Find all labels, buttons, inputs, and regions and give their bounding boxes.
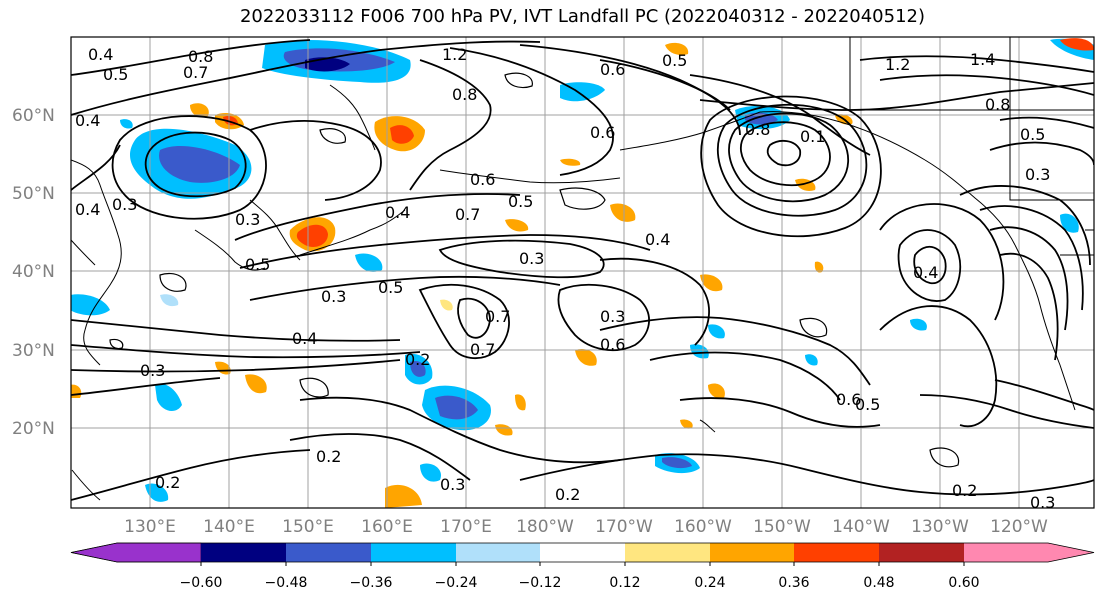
colorbar-segment xyxy=(710,543,794,562)
colorbar-segment xyxy=(794,543,879,562)
pv-contours xyxy=(71,39,1094,501)
contour-label: 0.3 xyxy=(1025,165,1050,184)
contour-label: 0.2 xyxy=(952,481,977,500)
contour-label: 0.8 xyxy=(188,47,213,66)
contour-label: 0.3 xyxy=(519,249,544,268)
contour-label: 0.5 xyxy=(103,65,128,84)
contour-label: 0.4 xyxy=(385,203,410,222)
contour-label: 0.5 xyxy=(378,278,403,297)
lat-label-40n: 40°N xyxy=(12,262,55,282)
contour-label: 0.1 xyxy=(800,127,825,146)
colorbar-tick-label: −0.36 xyxy=(350,575,393,591)
contour-label: 0.6 xyxy=(600,335,625,354)
latitude-labels: 60°N 50°N 40°N 30°N 20°N xyxy=(12,106,55,439)
colorbar-segment xyxy=(964,543,1094,562)
colorbar-tick-labels: −0.60 −0.48 −0.36 −0.24 −0.12 0.12 0.24 … xyxy=(180,575,980,591)
lon-label-170w: 170°W xyxy=(595,517,653,537)
contour-label: 0.7 xyxy=(455,205,480,224)
contour-label: 0.4 xyxy=(913,263,938,282)
colorbar-tick-label: −0.48 xyxy=(265,575,308,591)
colorbar-segment xyxy=(371,543,456,562)
lon-label-180w: 180°W xyxy=(516,517,574,537)
contour-label: 0.6 xyxy=(590,123,615,142)
contour-label: 0.5 xyxy=(855,395,880,414)
map-panel xyxy=(71,37,1094,508)
contour-label: 0.4 xyxy=(88,45,113,64)
contour-labels: 0.4 0.5 0.8 0.7 1.2 0.8 0.6 0.5 0.4 0.3 … xyxy=(75,45,1055,512)
contour-label: 1.2 xyxy=(442,45,467,64)
contour-label: 0.8 xyxy=(452,85,477,104)
contour-label: 0.2 xyxy=(555,485,580,504)
lon-label-140w: 140°W xyxy=(832,517,890,537)
contour-label: 0.6 xyxy=(470,170,495,189)
lat-label-50n: 50°N xyxy=(12,184,55,204)
colorbar-tick-label: −0.12 xyxy=(519,575,562,591)
contour-label: 0.7 xyxy=(183,63,208,82)
contour-label: 0.3 xyxy=(440,475,465,494)
lon-label-130e: 130°E xyxy=(124,517,176,537)
map-frame xyxy=(70,36,1095,509)
gridlines xyxy=(71,37,1094,508)
colorbar-segment xyxy=(879,543,964,562)
lat-label-20n: 20°N xyxy=(12,419,55,439)
contour-label: 0.3 xyxy=(321,287,346,306)
contour-label: 1.2 xyxy=(885,55,910,74)
contour-label: 0.5 xyxy=(508,192,533,211)
contour-label: 0.3 xyxy=(140,361,165,380)
contour-label: 0.4 xyxy=(75,111,100,130)
contour-label: 0.6 xyxy=(836,390,861,409)
contour-label: 0.2 xyxy=(405,350,430,369)
contour-label: 0.3 xyxy=(600,307,625,326)
colorbar-segment xyxy=(70,542,202,563)
colorbar-tick-label: 0.24 xyxy=(694,575,725,591)
colorbar-outline xyxy=(70,542,1095,563)
colorbar-tick-label: 0.12 xyxy=(609,575,640,591)
contour-label: 0.3 xyxy=(235,210,260,229)
lon-label-130w: 130°W xyxy=(911,517,969,537)
colorbar xyxy=(70,542,1095,566)
lon-label-160w: 160°W xyxy=(674,517,732,537)
contour-label: 0.3 xyxy=(1030,493,1055,512)
lon-label-150w: 150°W xyxy=(753,517,811,537)
contour-label: 0.7 xyxy=(470,340,495,359)
contour-label: 0.8 xyxy=(985,95,1010,114)
lon-label-160e: 160°E xyxy=(361,517,413,537)
contour-label: 0.4 xyxy=(645,230,670,249)
colorbar-tick-label: 0.48 xyxy=(863,575,894,591)
colorbar-segment xyxy=(286,543,371,562)
contour-label: 0.6 xyxy=(600,60,625,79)
colorbar-segment xyxy=(201,543,286,562)
contour-label: 0.5 xyxy=(662,51,687,70)
contour-label: 0.8 xyxy=(745,120,770,139)
contour-label: 0.3 xyxy=(112,195,137,214)
lon-label-170e: 170°E xyxy=(440,517,492,537)
colorbar-tick-label: −0.60 xyxy=(180,575,223,591)
contour-label: 1.4 xyxy=(970,50,995,69)
lon-label-150e: 150°E xyxy=(282,517,334,537)
colorbar-segment xyxy=(625,543,710,562)
lat-label-30n: 30°N xyxy=(12,341,55,361)
contour-label: 0.4 xyxy=(75,200,100,219)
colorbar-segment xyxy=(540,543,625,562)
longitude-labels: 130°E 140°E 150°E 160°E 170°E 180°W 170°… xyxy=(124,517,1048,537)
colorbar-segment xyxy=(456,543,540,562)
colorbar-tick-label: 0.36 xyxy=(778,575,809,591)
contour-label: 0.5 xyxy=(1020,125,1045,144)
lat-label-60n: 60°N xyxy=(12,106,55,126)
map-title: 2022033112 F006 700 hPa PV, IVT Landfall… xyxy=(239,6,926,27)
contour-label: 0.7 xyxy=(485,307,510,326)
contour-label: 0.4 xyxy=(292,329,317,348)
contour-label: 0.2 xyxy=(155,473,180,492)
lon-label-120w: 120°W xyxy=(990,517,1048,537)
contour-label: 0.2 xyxy=(316,447,341,466)
contour-label: 0.5 xyxy=(245,255,270,274)
colorbar-tick-label: 0.60 xyxy=(948,575,979,591)
lon-label-140e: 140°E xyxy=(203,517,255,537)
colorbar-tick-label: −0.24 xyxy=(435,575,478,591)
